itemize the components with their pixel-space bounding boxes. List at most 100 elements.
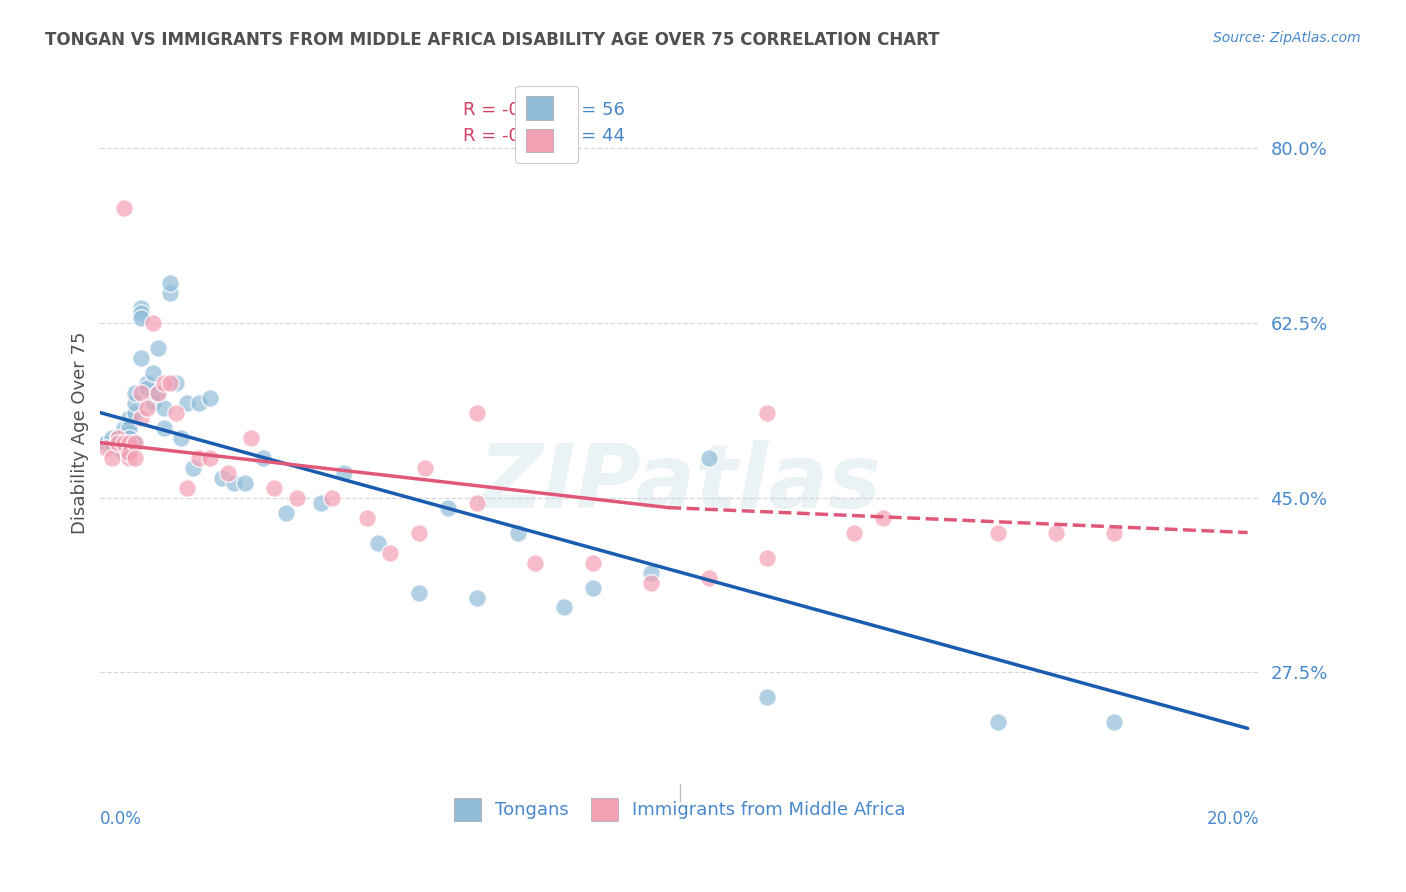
Point (135, 401, 157, 415)
Text: N = 44: N = 44 (561, 128, 624, 145)
Text: R = -0.583: R = -0.583 (463, 102, 560, 120)
Point (101, 435, 124, 450)
Point (153, 420, 176, 434)
Point (107, 441, 129, 455)
Point (107, 435, 129, 450)
Point (101, 450, 124, 465)
Point (640, 575, 662, 590)
Point (285, 491, 308, 505)
Point (129, 310, 152, 325)
Point (755, 690, 778, 705)
Point (118, 410, 141, 425)
Point (697, 570, 720, 584)
Point (413, 460, 436, 475)
Y-axis label: Disability Age Over 75: Disability Age Over 75 (72, 332, 89, 534)
Point (135, 376, 157, 390)
Point (148, 385, 170, 400)
Text: ZIPatlas: ZIPatlas (478, 440, 882, 526)
Point (408, 585, 430, 599)
Point (465, 591, 488, 605)
Point (697, 450, 720, 465)
Text: R = -0.250: R = -0.250 (463, 128, 560, 145)
Point (872, 510, 894, 524)
Text: N = 56: N = 56 (561, 102, 624, 120)
Point (118, 445, 141, 459)
Point (118, 420, 141, 434)
Point (523, 556, 546, 570)
Point (378, 545, 401, 559)
Point (200, 391, 222, 405)
Point (640, 566, 662, 580)
Point (321, 491, 343, 505)
Point (141, 366, 163, 380)
Point (112, 420, 135, 434)
Point (1104, 715, 1126, 730)
Point (124, 435, 146, 450)
Point (124, 385, 146, 400)
Point (153, 376, 176, 390)
Point (94, 441, 117, 455)
Point (309, 495, 332, 509)
Point (112, 435, 135, 450)
Point (118, 431, 141, 445)
Point (176, 481, 198, 495)
Point (153, 401, 176, 415)
Point (176, 395, 198, 409)
Point (987, 525, 1010, 540)
Point (187, 395, 209, 409)
Point (129, 301, 152, 315)
Point (553, 600, 575, 615)
Legend: Tongans, Immigrants from Middle Africa: Tongans, Immigrants from Middle Africa (444, 789, 915, 830)
Point (159, 276, 181, 290)
Point (582, 556, 605, 570)
Point (582, 581, 605, 595)
Point (1104, 525, 1126, 540)
Point (118, 435, 141, 450)
Point (222, 475, 245, 490)
Point (170, 431, 193, 445)
Text: 20.0%: 20.0% (1206, 810, 1260, 829)
Point (124, 395, 146, 409)
Point (408, 525, 430, 540)
Point (124, 435, 146, 450)
Point (1045, 525, 1067, 540)
Point (94, 435, 117, 450)
Point (332, 466, 354, 480)
Point (148, 385, 170, 400)
Point (118, 450, 141, 465)
Point (233, 475, 256, 490)
Point (129, 410, 152, 425)
Point (181, 460, 204, 475)
Text: TONGAN VS IMMIGRANTS FROM MIDDLE AFRICA DISABILITY AGE OVER 75 CORRELATION CHART: TONGAN VS IMMIGRANTS FROM MIDDLE AFRICA … (45, 31, 939, 49)
Point (200, 450, 222, 465)
Point (107, 431, 129, 445)
Point (755, 550, 778, 565)
Point (112, 441, 135, 455)
Point (135, 381, 157, 395)
Text: Source: ZipAtlas.com: Source: ZipAtlas.com (1213, 31, 1361, 45)
Point (367, 535, 389, 549)
Point (129, 306, 152, 320)
Point (217, 466, 239, 480)
Point (240, 431, 263, 445)
Point (148, 341, 170, 355)
Point (141, 316, 163, 330)
Point (187, 450, 209, 465)
Point (437, 500, 460, 515)
Point (252, 450, 274, 465)
Point (107, 431, 129, 445)
Point (112, 201, 135, 215)
Point (107, 435, 129, 450)
Point (159, 376, 181, 390)
Point (124, 450, 146, 465)
Point (356, 510, 378, 524)
Point (165, 376, 187, 390)
Point (129, 351, 152, 365)
Text: 0.0%: 0.0% (100, 810, 142, 829)
Point (129, 385, 152, 400)
Point (118, 425, 141, 440)
Point (159, 285, 181, 300)
Point (987, 715, 1010, 730)
Point (112, 445, 135, 459)
Point (506, 525, 529, 540)
